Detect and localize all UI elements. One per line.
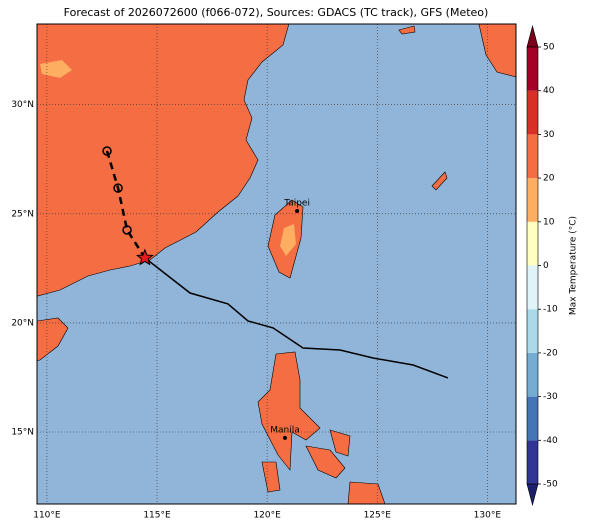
- lon-tick-label: 120°E: [253, 511, 281, 521]
- colorbar-bin: [527, 134, 538, 179]
- city-dot: [295, 208, 300, 213]
- forecast-point: [102, 146, 112, 156]
- warm-patch: [40, 60, 72, 78]
- current-position: [136, 248, 154, 266]
- japan: [478, 24, 516, 78]
- lon-tick-label: 125°E: [364, 511, 392, 521]
- observed-track: [144, 257, 449, 379]
- colorbar-tick-label: 30: [543, 130, 555, 140]
- colorbar-extend-bottom: [526, 483, 539, 507]
- colorbar-label: Max Temperature (°C): [569, 216, 579, 315]
- colorbar-tick-label: -40: [543, 436, 558, 446]
- colorbar-bin: [527, 90, 538, 135]
- colorbar-tick-label: 50: [543, 43, 555, 53]
- city-dot: [282, 435, 287, 440]
- visayas: [305, 445, 346, 479]
- colorbar-bin: [527, 178, 538, 222]
- city-label: Manila: [270, 425, 300, 435]
- colorbar-bin: [527, 352, 538, 397]
- colorbar-extend-top: [526, 24, 539, 48]
- colorbar-tick-label: 10: [543, 217, 555, 227]
- ryukyu: [431, 171, 448, 191]
- samar: [329, 429, 351, 457]
- colorbar-tick-label: -50: [543, 480, 558, 490]
- colorbar-bin: [527, 265, 538, 310]
- colorbar-tick-label: -20: [543, 348, 558, 358]
- city-label: Taipei: [283, 198, 310, 208]
- colorbar-tick-label: -30: [543, 392, 558, 402]
- colorbar-bin: [527, 440, 538, 484]
- lat-tick-label: 20°N: [11, 318, 34, 328]
- lat-tick-label: 25°N: [11, 209, 34, 219]
- map-title: Forecast of 2026072600 (f066-072), Sourc…: [64, 6, 489, 19]
- island: [398, 25, 416, 35]
- colorbar-bin: [527, 309, 538, 353]
- colorbar-bin: [527, 47, 538, 91]
- lat-tick-label: 15°N: [11, 428, 34, 438]
- forecast-track: [105, 150, 146, 259]
- hainan: [37, 317, 69, 361]
- warm-patch: [280, 224, 296, 256]
- mindanao: [347, 481, 386, 504]
- mainland: [37, 24, 290, 297]
- forecast-point: [113, 183, 123, 193]
- colorbar-bin: [527, 396, 538, 441]
- lon-tick-label: 130°E: [474, 511, 502, 521]
- colorbar-tick-label: 20: [543, 174, 555, 184]
- colorbar-tick-label: 40: [543, 86, 555, 96]
- colorbar-tick-label: -10: [543, 305, 558, 315]
- mindoro: [261, 461, 281, 493]
- lon-tick-label: 110°E: [33, 511, 61, 521]
- colorbar-tick-label: 0: [543, 261, 549, 271]
- forecast-point: [122, 225, 132, 235]
- colorbar-bin: [527, 221, 538, 266]
- lon-tick-label: 115°E: [143, 511, 171, 521]
- lat-tick-label: 30°N: [11, 100, 34, 110]
- land: [37, 24, 516, 504]
- map-frame: [36, 23, 517, 505]
